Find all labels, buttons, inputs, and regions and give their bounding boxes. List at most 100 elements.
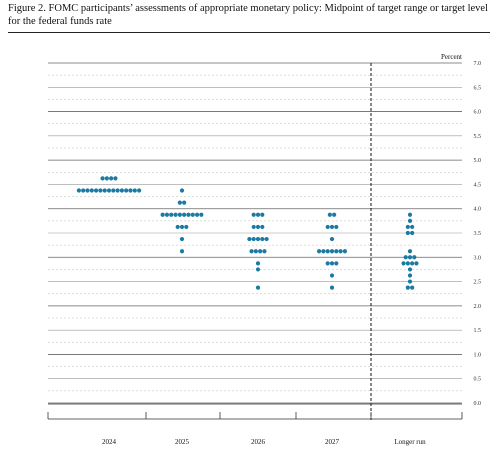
participant-dot xyxy=(190,212,195,217)
x-category-label: Longer run xyxy=(394,438,426,446)
participant-dot xyxy=(255,212,261,217)
participant-dot xyxy=(260,224,265,230)
participant-dot xyxy=(410,224,415,230)
participant-dot xyxy=(132,188,137,193)
participant-dot xyxy=(85,188,90,193)
y-tick-label: 6.5 xyxy=(474,85,482,91)
y-tick-label: 5.0 xyxy=(474,158,482,164)
participant-dot xyxy=(119,188,124,193)
participant-dot xyxy=(329,285,335,290)
y-axis-unit-label: Percent xyxy=(441,53,462,61)
participant-dot xyxy=(325,224,330,230)
participant-dot xyxy=(405,285,410,290)
x-axis-category-labels: 2024 2025 2026 2027 Longer run xyxy=(102,438,426,446)
participant-dot xyxy=(317,249,322,254)
participant-dot xyxy=(407,279,413,284)
y-tick-label: 5.5 xyxy=(474,134,482,140)
participant-dot xyxy=(255,267,261,272)
y-tick-label: 0.5 xyxy=(474,377,482,383)
participant-dot xyxy=(410,285,415,290)
participant-dot xyxy=(199,212,204,217)
participant-dot xyxy=(329,273,335,278)
participant-dot xyxy=(407,273,413,278)
y-tick-label: 4.5 xyxy=(474,182,482,188)
y-tick-label: 6.0 xyxy=(474,110,482,116)
participant-dot xyxy=(255,236,261,242)
participant-dot xyxy=(186,212,191,217)
participant-dot xyxy=(407,212,413,217)
participant-dot xyxy=(94,188,99,193)
participant-dot xyxy=(407,249,413,254)
participant-dot xyxy=(251,236,256,242)
dots-layer xyxy=(76,176,419,290)
participant-dot xyxy=(414,261,419,266)
participant-dot xyxy=(89,188,94,193)
figure-title: Figure 2. FOMC participants’ assessments… xyxy=(8,3,488,27)
participant-dot xyxy=(260,236,265,242)
x-category-label: 2024 xyxy=(102,438,117,446)
participant-dot xyxy=(407,218,413,223)
y-tick-label: 1.5 xyxy=(474,328,482,334)
participant-dot xyxy=(329,261,335,266)
participant-dot xyxy=(332,212,337,217)
x-category-label: 2026 xyxy=(251,438,266,446)
participant-dot xyxy=(164,212,170,217)
participant-dot xyxy=(403,255,408,260)
participant-dot xyxy=(109,176,114,181)
y-tick-label: 0.0 xyxy=(474,401,482,407)
participant-dot xyxy=(173,212,178,217)
y-axis-ticks: 7.0 6.5 6.0 5.5 5.0 4.5 4.0 3.5 3.0 2.5 2.0 1.5 1.0 0… xyxy=(474,61,482,407)
participant-dot xyxy=(128,188,133,193)
participant-dot xyxy=(169,212,174,217)
participant-dot xyxy=(329,224,335,230)
participant-dot xyxy=(182,212,187,217)
participant-dot xyxy=(405,224,410,230)
participant-dot xyxy=(124,188,129,193)
participant-dot xyxy=(251,212,256,217)
x-axis xyxy=(47,403,463,420)
participant-dot xyxy=(255,224,261,230)
participant-dot xyxy=(255,261,261,266)
participant-dot xyxy=(160,212,165,217)
participant-dot xyxy=(104,176,109,181)
participant-dot xyxy=(115,188,120,193)
participant-dot xyxy=(179,236,185,242)
participant-dot xyxy=(264,236,269,242)
participant-dot xyxy=(325,261,330,266)
participant-dot xyxy=(410,230,415,236)
y-tick-label: 7.0 xyxy=(474,61,482,67)
participant-dot xyxy=(182,200,187,205)
y-tick-label: 3.5 xyxy=(474,231,482,237)
participant-dot xyxy=(251,224,256,230)
participant-dot xyxy=(262,249,267,254)
y-tick-label: 2.0 xyxy=(474,304,482,310)
participant-dot xyxy=(329,236,335,242)
participant-dot xyxy=(407,255,413,260)
title-rule xyxy=(8,32,490,33)
participant-dot xyxy=(327,212,332,217)
y-tick-label: 3.0 xyxy=(474,255,482,261)
participant-dot xyxy=(407,267,413,272)
participant-dot xyxy=(410,261,415,266)
participant-dot xyxy=(334,224,339,230)
participant-dot xyxy=(247,236,252,242)
participant-dot xyxy=(179,224,185,230)
participant-dot xyxy=(334,261,339,266)
participant-dot xyxy=(260,212,265,217)
participant-dot xyxy=(106,188,112,193)
y-tick-label: 4.0 xyxy=(474,207,482,213)
participant-dot xyxy=(81,188,86,193)
participant-dot xyxy=(194,212,200,217)
participant-dot xyxy=(342,249,347,254)
grid-lines xyxy=(48,62,462,420)
participant-dot xyxy=(111,188,116,193)
participant-dot xyxy=(412,255,417,260)
participant-dot xyxy=(334,249,339,254)
participant-dot xyxy=(175,224,180,230)
participant-dot xyxy=(338,249,343,254)
participant-dot xyxy=(113,176,118,181)
y-tick-label: 1.0 xyxy=(474,352,482,358)
participant-dot xyxy=(253,249,258,254)
